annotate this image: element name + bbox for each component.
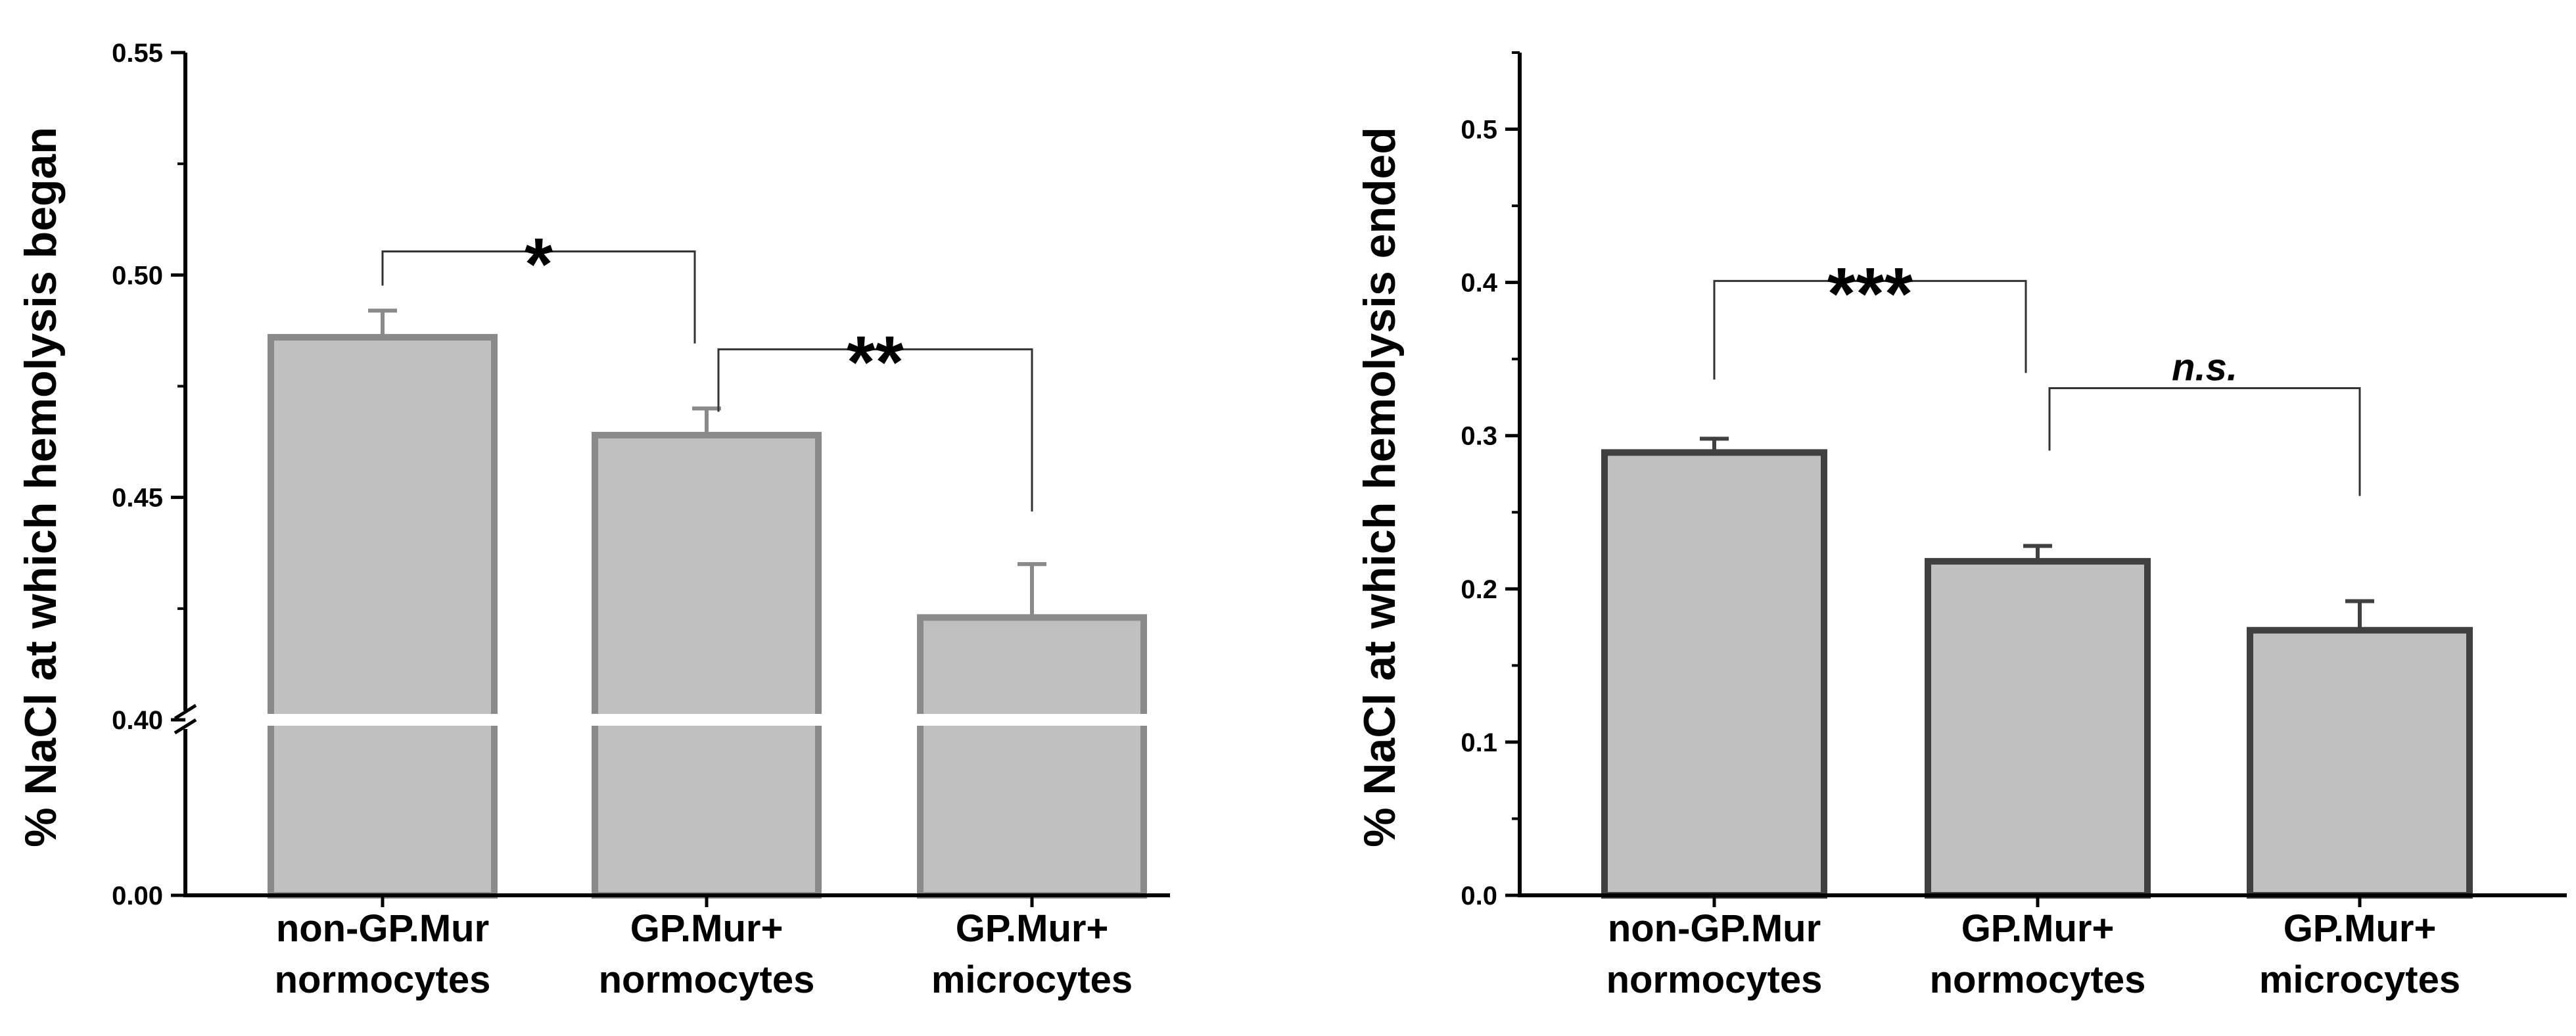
y-tick-label: 0.00: [112, 882, 163, 910]
category-label-line: GP.Mur+: [2283, 907, 2437, 950]
bar-1: [268, 334, 498, 899]
y-tick-label: 0.55: [112, 39, 163, 68]
y-tick-label: 0.4: [1461, 269, 1497, 298]
y-axis-label: % NaCl at which hemolysis ended: [1355, 127, 1405, 847]
category-label-2: GP.Mur+ normocytes: [1930, 907, 2146, 1001]
category-label-line: non-GP.Mur: [1608, 907, 1821, 950]
significance-label-1: ***: [1827, 252, 1913, 335]
category-label-line: microcytes: [931, 958, 1133, 1001]
y-tick-label: 0.2: [1461, 575, 1497, 604]
significance-bracket-2: [717, 348, 1033, 512]
category-label-line: normocytes: [1606, 958, 1823, 1001]
chart-hemolysis-began: 0.00 0.40 0.45 0.50 0.55 non-GP.Mur normocytes…: [16, 39, 1175, 1001]
category-label-line: GP.Mur+: [956, 907, 1109, 950]
significance-label-1: *: [525, 223, 553, 305]
axis-break-mark-2: [174, 718, 197, 735]
y-tick-label: 0.45: [112, 484, 163, 513]
category-label-2: GP.Mur+ normocytes: [599, 907, 815, 1001]
bar-2: [592, 431, 822, 899]
y-tick-label: 0.5: [1461, 116, 1497, 145]
significance-bracket-1: [381, 250, 696, 344]
y-tick-label: 0.1: [1461, 728, 1497, 757]
y-tick-label: 0.3: [1461, 422, 1497, 451]
y-tick-label: 0.40: [112, 706, 163, 735]
significance-label-2: n.s.: [2172, 346, 2237, 389]
category-label-line: normocytes: [1930, 958, 2146, 1001]
bar-2: [1925, 557, 2151, 899]
category-label-line: GP.Mur+: [1961, 907, 2115, 950]
category-label-line: non-GP.Mur: [276, 907, 489, 950]
axis-break-mark-1: [174, 703, 197, 720]
axis-break-band: [191, 714, 1175, 726]
y-tick-label: 0.50: [112, 261, 163, 290]
category-label-1: non-GP.Mur normocytes: [275, 907, 491, 1001]
category-label-1: non-GP.Mur normocytes: [1606, 907, 1823, 1001]
category-label-line: normocytes: [599, 958, 815, 1001]
y-tick-label: 0.0: [1461, 882, 1497, 910]
significance-label-2: **: [847, 321, 904, 403]
y-axis-label: % NaCl at which hemolysis began: [16, 127, 66, 847]
significance-bracket-2: [2048, 387, 2361, 496]
bar-3: [917, 614, 1147, 899]
bar-3: [2247, 626, 2473, 899]
significance-bracket-1: [1713, 279, 2027, 380]
category-label-line: microcytes: [2259, 958, 2460, 1001]
bar-1: [1601, 449, 1827, 899]
category-label-line: GP.Mur+: [630, 907, 784, 950]
category-label-line: normocytes: [275, 958, 491, 1001]
category-label-3: GP.Mur+ microcytes: [2259, 907, 2460, 1001]
category-label-3: GP.Mur+ microcytes: [931, 907, 1133, 1001]
